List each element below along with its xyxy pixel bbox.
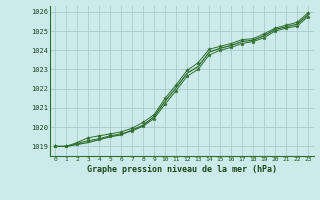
X-axis label: Graphe pression niveau de la mer (hPa): Graphe pression niveau de la mer (hPa): [87, 165, 276, 174]
